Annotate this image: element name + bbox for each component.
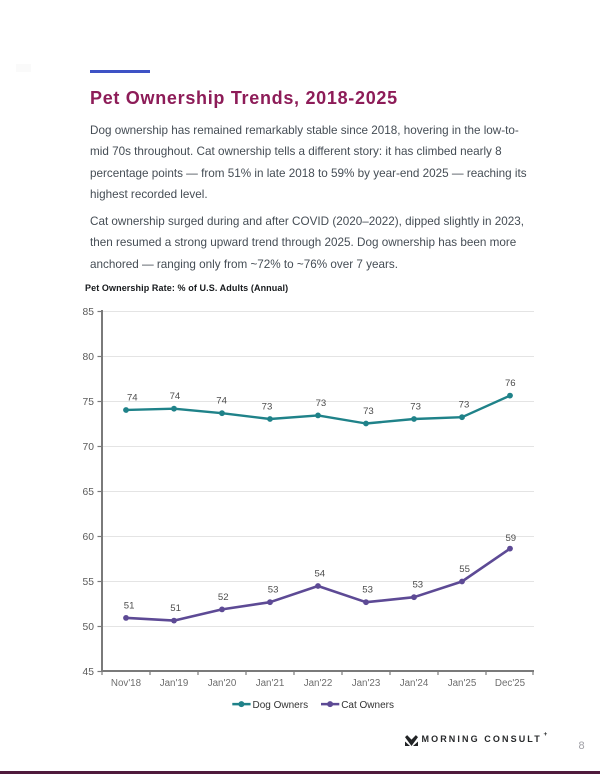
svg-text:85: 85 <box>83 307 95 318</box>
svg-text:Jan'23: Jan'23 <box>352 678 381 689</box>
svg-text:73: 73 <box>262 402 273 413</box>
svg-text:45: 45 <box>83 667 95 678</box>
svg-text:Jan'19: Jan'19 <box>160 678 189 689</box>
svg-text:Cat Owners: Cat Owners <box>341 700 394 711</box>
svg-text:65: 65 <box>83 487 95 498</box>
svg-text:Jan'25: Jan'25 <box>448 678 477 689</box>
svg-text:Jan'24: Jan'24 <box>400 678 429 689</box>
svg-text:73: 73 <box>410 402 421 413</box>
svg-text:54: 54 <box>314 569 325 580</box>
svg-text:60: 60 <box>83 532 95 543</box>
svg-text:Dog Owners: Dog Owners <box>253 700 309 711</box>
svg-text:70: 70 <box>83 442 95 453</box>
svg-text:Dec'25: Dec'25 <box>495 678 526 689</box>
svg-text:73: 73 <box>459 400 470 411</box>
svg-text:73: 73 <box>316 398 327 409</box>
svg-text:53: 53 <box>362 585 373 596</box>
svg-text:55: 55 <box>83 577 95 588</box>
svg-text:73: 73 <box>363 406 374 417</box>
svg-text:Jan'21: Jan'21 <box>256 678 285 689</box>
svg-text:55: 55 <box>459 564 470 575</box>
svg-text:76: 76 <box>505 378 516 389</box>
svg-text:75: 75 <box>83 397 95 408</box>
svg-text:53: 53 <box>268 585 279 596</box>
svg-text:Jan'22: Jan'22 <box>304 678 333 689</box>
svg-text:Jan'20: Jan'20 <box>208 678 237 689</box>
svg-text:59: 59 <box>505 533 516 544</box>
svg-text:74: 74 <box>170 391 181 402</box>
svg-text:53: 53 <box>412 580 423 591</box>
svg-text:Nov'18: Nov'18 <box>111 678 142 689</box>
svg-text:50: 50 <box>83 622 95 633</box>
svg-text:51: 51 <box>124 600 135 611</box>
svg-text:51: 51 <box>170 603 181 614</box>
svg-text:80: 80 <box>83 352 95 363</box>
svg-text:52: 52 <box>218 592 229 603</box>
svg-text:74: 74 <box>216 396 227 407</box>
svg-text:74: 74 <box>127 393 138 404</box>
